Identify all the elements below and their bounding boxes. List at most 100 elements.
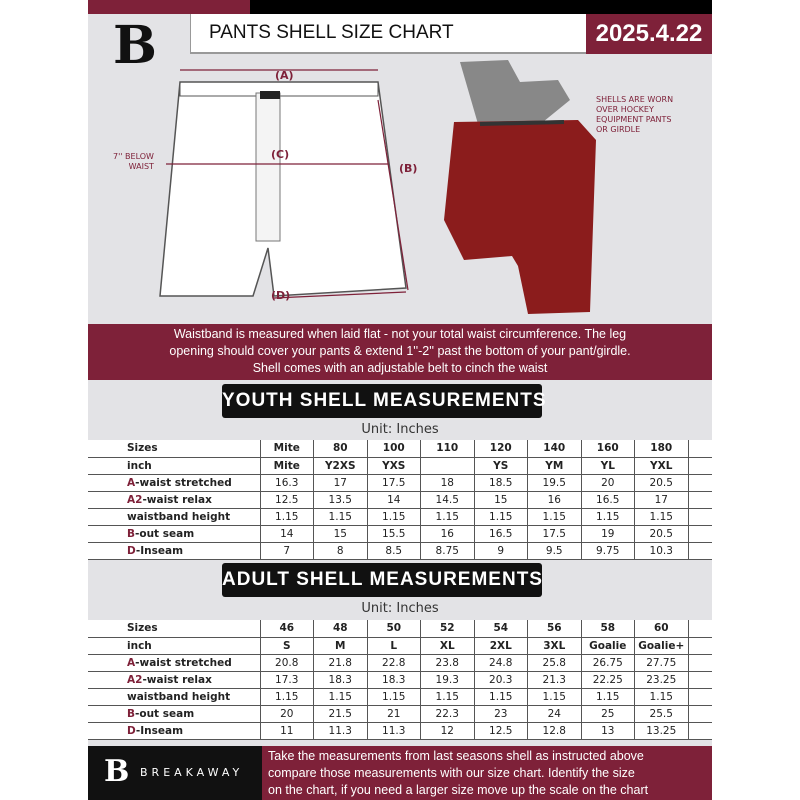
row-spacer — [688, 671, 712, 689]
measurement-info-banner: Waistband is measured when laid flat - n… — [88, 324, 712, 380]
table-cell: 23.8 — [420, 654, 475, 672]
label-prefix: D — [127, 544, 136, 557]
table-cell: 46 — [260, 620, 314, 638]
youth-size-table: Sizes Mite 80 100 110 120 140 160 180 inch Mite Y2X… — [88, 440, 712, 560]
table-cell: 9.75 — [581, 542, 635, 560]
banner-line: Shell comes with an adjustable belt to c… — [252, 361, 548, 375]
table-cell: 24.8 — [474, 654, 528, 672]
table-cell: Mite — [260, 457, 314, 475]
row-spacer — [88, 722, 108, 740]
table-cell: 1.15 — [260, 688, 314, 706]
table-row: D-Inseam 7 8 8.5 8.75 9 9.5 9.75 10.3 — [88, 542, 712, 560]
table-cell: 1.15 — [581, 688, 635, 706]
table-cell: 12 — [420, 722, 475, 740]
table-cell: 14 — [260, 525, 314, 543]
footer-line: on the chart, if you need a larger size … — [268, 783, 649, 797]
table-row: inch Mite Y2XS YXS YS YM YL YXL — [88, 457, 712, 475]
footer-brand: B BREAKAWAY — [88, 746, 262, 800]
table-cell: 22.3 — [420, 705, 475, 723]
row-spacer — [88, 491, 108, 509]
label-text: -waist relax — [142, 673, 212, 686]
label-prefix: A — [127, 476, 136, 489]
table-row: inch S M L XL 2XL 3XL Goalie Goalie+ — [88, 637, 712, 655]
row-spacer — [688, 620, 712, 638]
row-label: A2-waist relax — [108, 491, 261, 509]
label-text: -waist stretched — [135, 476, 232, 489]
row-label: waistband height — [108, 508, 261, 526]
row-spacer — [688, 440, 712, 458]
table-cell: 12.8 — [527, 722, 582, 740]
table-cell: 8.5 — [367, 542, 421, 560]
row-spacer — [688, 705, 712, 723]
worn-over-note: SHELLS ARE WORN OVER HOCKEY EQUIPMENT PA… — [596, 95, 674, 134]
table-row: waistband height 1.15 1.15 1.15 1.15 1.15 1.15… — [88, 508, 712, 526]
table-cell: 18.3 — [313, 671, 368, 689]
row-label: waistband height — [108, 688, 261, 706]
youth-unit: Unit: Inches — [361, 422, 439, 437]
label-a: (A) — [275, 69, 294, 82]
label-text: -Inseam — [135, 544, 184, 557]
top-bar — [88, 0, 712, 14]
table-cell: 52 — [420, 620, 475, 638]
table-row: B-out seam 20 21.5 21 22.3 23 24 25 25.5 — [88, 705, 712, 723]
table-cell: 48 — [313, 620, 368, 638]
row-spacer — [88, 688, 108, 706]
label-text: Sizes — [127, 622, 158, 635]
brand-name: BREAKAWAY — [140, 766, 244, 779]
table-cell: 18 — [420, 474, 475, 492]
table-cell: 20 — [581, 474, 635, 492]
table-cell: 14.5 — [420, 491, 475, 509]
table-cell: 18.3 — [367, 671, 421, 689]
label-text: -Inseam — [135, 724, 184, 737]
table-cell: 1.15 — [313, 688, 368, 706]
adult-unit: Unit: Inches — [361, 601, 439, 616]
row-label: B-out seam — [108, 705, 261, 723]
label-prefix: A — [127, 656, 136, 669]
row-spacer — [688, 457, 712, 475]
row-spacer — [688, 474, 712, 492]
label-prefix: D — [127, 724, 136, 737]
table-cell: 11 — [260, 722, 314, 740]
row-spacer — [88, 542, 108, 560]
label-c: (C) — [271, 148, 290, 161]
row-label: D-Inseam — [108, 722, 261, 740]
table-cell: 9 — [474, 542, 528, 560]
table-cell: YM — [527, 457, 582, 475]
below-waist-note: 7'' BELOW WAIST — [113, 152, 154, 171]
table-cell: 27.75 — [634, 654, 689, 672]
label-text: inch — [127, 639, 152, 652]
row-spacer — [688, 654, 712, 672]
banner-line: Waistband is measured when laid flat - n… — [173, 327, 627, 341]
table-cell: 17.3 — [260, 671, 314, 689]
table-cell: 19.5 — [527, 474, 582, 492]
table-cell: 20 — [260, 705, 314, 723]
table-cell: 15 — [313, 525, 368, 543]
date-badge: 2025.4.22 — [586, 14, 712, 54]
table-cell — [420, 457, 475, 475]
table-cell: 12.5 — [260, 491, 314, 509]
row-spacer — [88, 654, 108, 672]
table-cell: 1.15 — [420, 688, 475, 706]
banner-line: opening should cover your pants & extend… — [169, 344, 631, 358]
table-cell: 110 — [420, 440, 475, 458]
table-cell: 20.3 — [474, 671, 528, 689]
table-cell: 1.15 — [527, 508, 582, 526]
table-cell: 26.75 — [581, 654, 635, 672]
table-cell: 8 — [313, 542, 368, 560]
table-cell: Goalie+ — [634, 637, 689, 655]
table-cell: 80 — [313, 440, 368, 458]
table-cell: 19.3 — [420, 671, 475, 689]
table-cell: 11.3 — [367, 722, 421, 740]
table-cell: YL — [581, 457, 635, 475]
table-cell: 1.15 — [634, 688, 689, 706]
table-cell: 18.5 — [474, 474, 528, 492]
breakaway-logo: B — [113, 15, 157, 76]
table-cell: 7 — [260, 542, 314, 560]
table-cell: 22.25 — [581, 671, 635, 689]
row-spacer — [88, 525, 108, 543]
table-cell: 15.5 — [367, 525, 421, 543]
table-row: Sizes 46 48 50 52 54 56 58 60 — [88, 620, 712, 638]
pants-illustration — [159, 60, 596, 314]
table-cell: 21.8 — [313, 654, 368, 672]
label-text: -out seam — [135, 707, 195, 720]
